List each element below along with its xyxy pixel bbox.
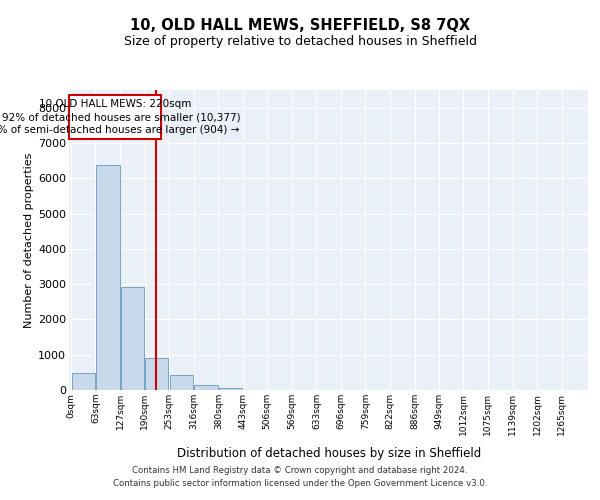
FancyBboxPatch shape: [69, 96, 161, 140]
Bar: [71, 372, 95, 390]
Bar: [194, 384, 218, 390]
Bar: [96, 165, 119, 390]
Text: Contains HM Land Registry data © Crown copyright and database right 2024.
Contai: Contains HM Land Registry data © Crown c…: [113, 466, 487, 487]
Bar: [145, 358, 169, 390]
Bar: [170, 375, 193, 390]
Bar: [219, 388, 242, 390]
Text: 10 OLD HALL MEWS: 220sqm: 10 OLD HALL MEWS: 220sqm: [39, 100, 191, 110]
Bar: [121, 287, 144, 390]
Text: 8% of semi-detached houses are larger (904) →: 8% of semi-detached houses are larger (9…: [0, 124, 239, 134]
Text: 10, OLD HALL MEWS, SHEFFIELD, S8 7QX: 10, OLD HALL MEWS, SHEFFIELD, S8 7QX: [130, 18, 470, 32]
Text: ← 92% of detached houses are smaller (10,377): ← 92% of detached houses are smaller (10…: [0, 112, 240, 122]
Y-axis label: Number of detached properties: Number of detached properties: [24, 152, 34, 328]
Text: Size of property relative to detached houses in Sheffield: Size of property relative to detached ho…: [124, 35, 476, 48]
Text: Distribution of detached houses by size in Sheffield: Distribution of detached houses by size …: [176, 448, 481, 460]
